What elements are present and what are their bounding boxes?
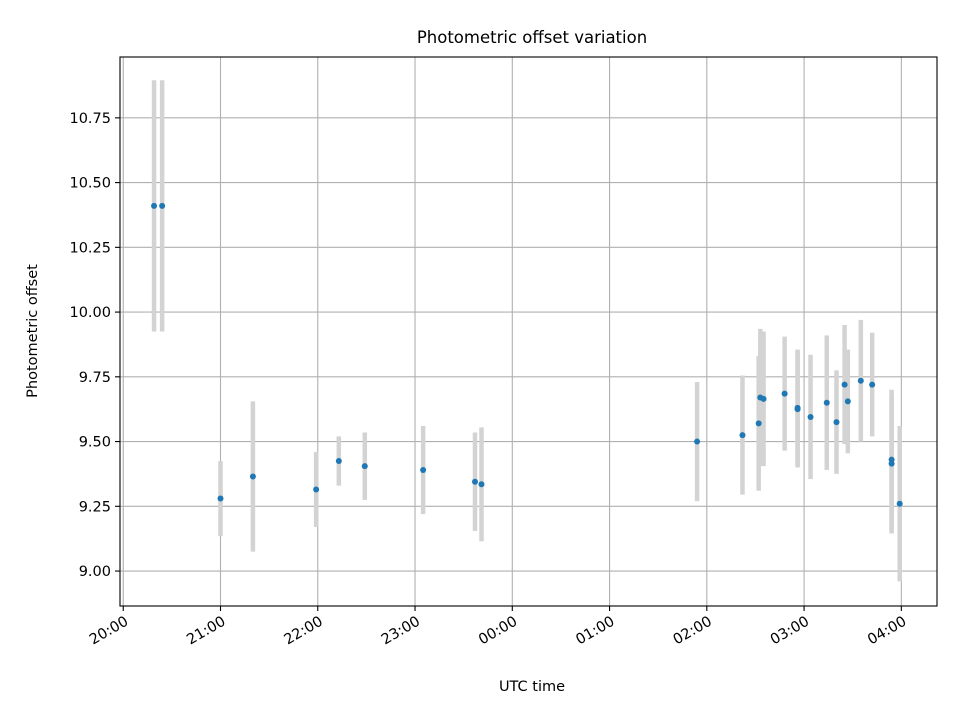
x-tick-label: 04:00 [865,614,909,649]
data-point [794,404,801,411]
data-point [151,202,158,209]
data-point [159,202,166,209]
grid-layer [120,57,937,606]
data-point [823,399,830,406]
x-tick-label: 20:00 [87,614,131,649]
data-point [249,473,256,480]
x-tick-label: 01:00 [573,614,617,649]
data-point [896,500,903,507]
data-point [869,381,876,388]
data-point [781,390,788,397]
x-tick-label: 23:00 [379,614,423,649]
x-axis-label: UTC time [499,679,565,695]
point-layer [151,202,903,507]
x-tick-label: 22:00 [282,614,326,649]
plot-frame [119,56,938,607]
data-point [807,413,814,420]
data-point [361,463,368,470]
chart-title: Photometric offset variation [417,28,647,47]
x-tick-label: 00:00 [476,614,520,649]
y-tick-label: 9.00 [79,564,111,580]
data-point [857,377,864,384]
data-point [217,495,224,502]
y-axis-label: Photometric offset [25,264,41,398]
y-tick-label: 10.25 [69,240,111,256]
y-tick-label: 10.75 [69,111,111,127]
x-tick-label: 21:00 [184,614,228,649]
data-point [841,381,848,388]
data-point [844,398,851,405]
data-point [755,420,762,427]
data-point [760,395,767,402]
data-point [478,481,485,488]
data-point [694,438,701,445]
x-tick-label: 02:00 [671,614,715,649]
data-point [739,432,746,439]
x-tick-label: 03:00 [768,614,812,649]
y-tick-label: 10.50 [69,176,111,192]
y-tick-label: 10.00 [69,305,111,321]
data-point [888,460,895,467]
data-point [313,486,320,493]
y-tick-label: 9.50 [79,435,111,451]
data-point [335,457,342,464]
y-tick-label: 9.25 [79,499,111,515]
data-point [472,478,479,485]
y-tick-label: 9.75 [79,370,111,386]
data-point [833,419,840,426]
data-point [420,467,427,474]
